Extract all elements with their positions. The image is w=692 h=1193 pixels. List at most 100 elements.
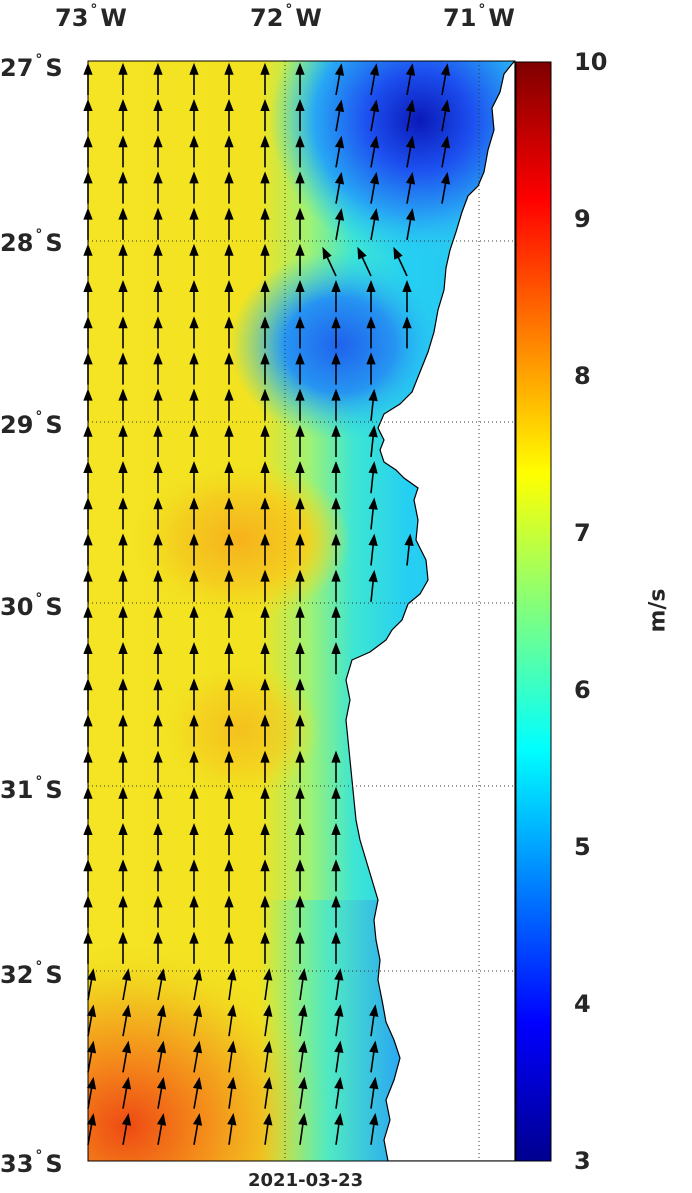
wind-arrow-head — [334, 99, 345, 113]
wind-arrow-head — [153, 641, 163, 655]
wind-arrow-head — [189, 98, 199, 111]
wind-arrow-head — [224, 171, 234, 184]
wind-arrow-head — [153, 786, 163, 799]
wind-arrow-head — [369, 135, 380, 149]
wind-arrow-head — [260, 135, 270, 148]
wind-arrow-head — [189, 533, 199, 546]
wind-arrow-head — [118, 388, 128, 401]
wind-arrow-head — [118, 569, 128, 582]
wind-arrow-head — [368, 461, 378, 474]
wind-arrow-head — [189, 895, 199, 908]
colorbar — [515, 61, 552, 1162]
wind-arrow-head — [260, 243, 270, 256]
wind-arrow-head — [86, 1040, 97, 1054]
wind-arrow-head — [156, 968, 167, 981]
wind-arrow-head — [153, 207, 163, 220]
colorbar-tick: 5 — [574, 833, 591, 861]
wind-arrow-head — [153, 931, 163, 944]
colorbar-tick: 4 — [574, 990, 591, 1018]
wind-arrow-head — [295, 533, 305, 546]
wind-arrow-head — [260, 388, 270, 401]
wind-arrow-head — [118, 822, 128, 836]
wind-arrow-head — [260, 786, 270, 799]
wind-arrow-head — [153, 678, 163, 691]
wind-arrow-head — [331, 605, 341, 618]
wind-arrow-head — [369, 1076, 379, 1090]
wind-arrow-head — [224, 750, 234, 763]
wind-arrow-head — [118, 62, 128, 75]
wind-arrow-head — [295, 316, 305, 329]
wind-arrow-head — [118, 171, 128, 184]
wind-arrow-head — [121, 1040, 132, 1054]
wind-arrow-head — [260, 460, 270, 474]
wind-arrow-head — [405, 63, 416, 76]
wind-arrow-head — [405, 135, 416, 149]
lon-label-72w: 72 ° W — [250, 2, 322, 32]
lon-label-73w: 73 ° W — [55, 2, 127, 32]
wind-arrow-head — [331, 388, 341, 401]
colorbar-tick: 7 — [574, 519, 591, 547]
lat-label-28s: 28 ° S — [0, 227, 63, 257]
wind-arrow-head — [295, 98, 305, 111]
wind-arrow-head — [260, 497, 270, 510]
wind-arrow-head — [189, 822, 199, 836]
wind-arrow-head — [86, 1004, 97, 1018]
wind-arrow-head — [366, 316, 376, 329]
wind-arrow-head — [189, 207, 199, 220]
wind-arrow-head — [295, 605, 305, 618]
wind-arrow-head — [153, 424, 163, 437]
wind-arrow-head — [334, 1112, 344, 1126]
wind-arrow-head — [298, 1112, 308, 1126]
wind-arrow-head — [153, 279, 163, 293]
wind-arrow-head — [224, 98, 234, 111]
wind-arrow-head — [156, 1004, 167, 1018]
wind-arrow-head — [295, 822, 305, 836]
wind-arrow-head — [334, 171, 345, 185]
wind-arrow-head — [260, 207, 270, 220]
wind-arrow-head — [295, 460, 305, 474]
wind-arrow-head — [331, 822, 341, 836]
wind-arrow-head — [263, 1004, 273, 1017]
wind-arrow-head — [295, 859, 305, 872]
wind-arrow-head — [260, 859, 270, 872]
wind-arrow-head — [404, 533, 414, 546]
wind-arrow-head — [334, 63, 345, 76]
wind-arrow-head — [189, 678, 199, 691]
colorbar-tick: 8 — [574, 362, 591, 390]
wind-arrow-head — [260, 678, 270, 691]
wind-arrow-head — [227, 1040, 237, 1054]
wind-arrow-head — [260, 424, 270, 437]
wind-arrow-head — [118, 895, 128, 908]
wind-arrow-head — [189, 62, 199, 75]
map-gridlines — [88, 61, 515, 1161]
wind-arrow-head — [153, 352, 163, 365]
wind-arrow-head — [153, 316, 163, 329]
wind-arrow-head — [224, 931, 234, 944]
wind-arrow-head — [295, 352, 305, 365]
wind-arrow-head — [331, 279, 341, 293]
wind-arrow-head — [368, 424, 378, 438]
wind-arrow-head — [368, 388, 378, 402]
wind-arrow-head — [121, 968, 132, 981]
wind-arrow-head — [295, 207, 305, 220]
wind-arrow-head — [260, 352, 270, 365]
wind-arrow-head — [260, 641, 270, 655]
wind-arrow-head — [224, 388, 234, 401]
wind-arrow-head — [86, 1076, 97, 1090]
wind-arrow-head — [224, 62, 234, 75]
wind-arrow-head — [86, 1113, 97, 1126]
wind-arrow-head — [189, 641, 199, 655]
wind-arrow-head — [224, 497, 234, 510]
wind-arrow-head — [224, 207, 234, 220]
wind-arrow-head — [118, 424, 128, 437]
wind-arrow-head — [366, 352, 376, 365]
wind-arrow-head — [331, 750, 341, 763]
wind-arrow-head — [295, 714, 305, 727]
wind-arrow-head — [331, 931, 341, 944]
wind-arrow-head — [295, 569, 305, 582]
wind-arrow-head — [224, 714, 234, 727]
wind-arrow-head — [369, 99, 380, 113]
wind-arrow-head — [260, 62, 270, 75]
wind-arrow-head — [369, 1112, 379, 1126]
wind-arrow-head — [334, 135, 345, 149]
